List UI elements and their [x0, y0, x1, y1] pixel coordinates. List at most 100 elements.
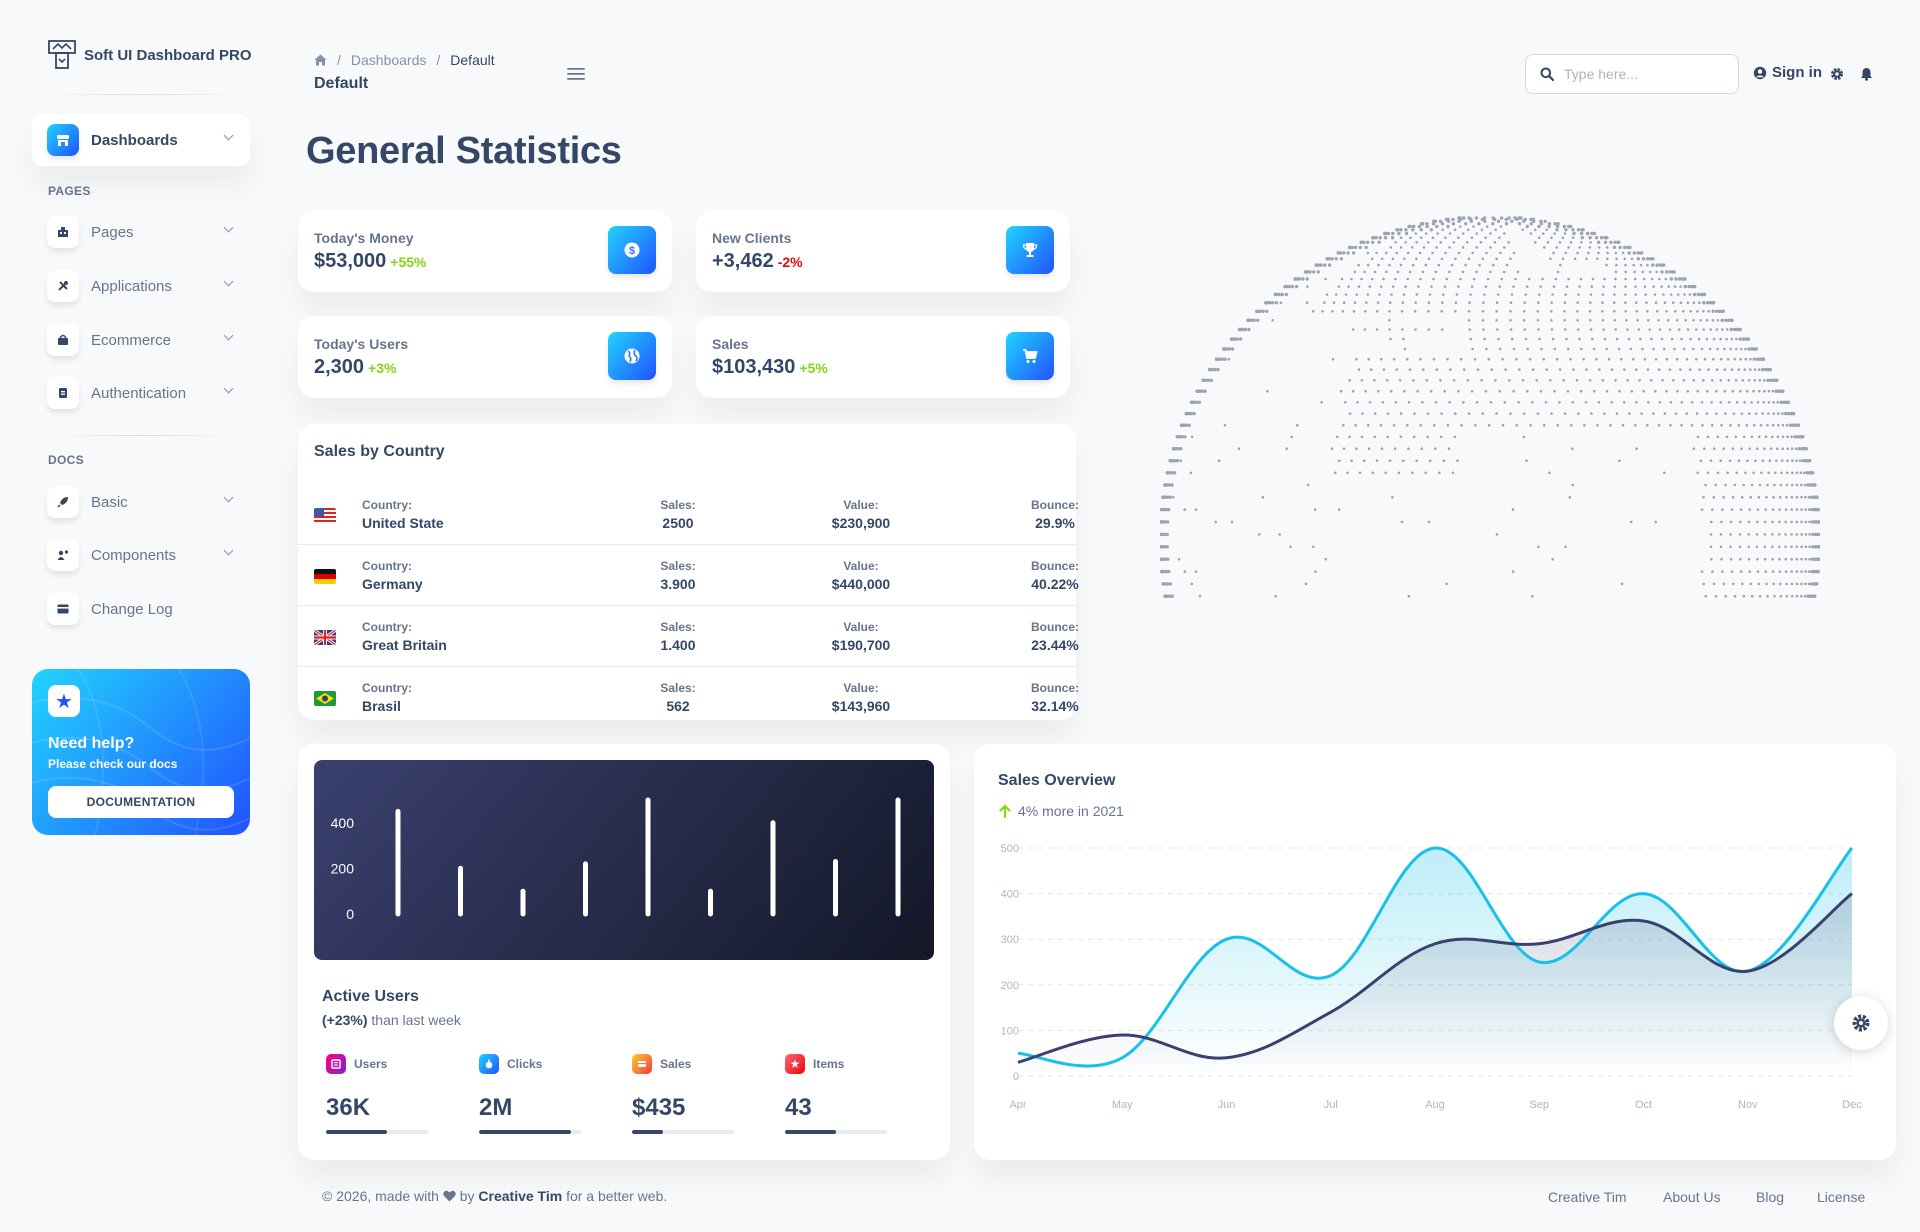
- brand[interactable]: Soft UI Dashboard PRO: [48, 40, 252, 70]
- sidebar-item-authentication[interactable]: Authentication: [32, 367, 250, 419]
- kpi-label: Users: [354, 1057, 388, 1071]
- pages-heading: PAGES: [48, 184, 91, 198]
- sidebar-item-label: Change Log: [91, 600, 173, 618]
- footer-link-license[interactable]: License: [1817, 1189, 1866, 1205]
- sidebar-item-ecommerce[interactable]: Ecommerce: [32, 314, 250, 366]
- sidebar-item-components[interactable]: Components: [32, 529, 250, 581]
- divider: [48, 94, 238, 95]
- kpi-header: Sales: [632, 1054, 762, 1074]
- sales-by-country-card: Sales by Country Country: United State Sa…: [298, 424, 1079, 720]
- document-icon: [47, 377, 79, 409]
- country-cell: Country: United State: [362, 498, 444, 531]
- footer-prefix: © 2026, made with: [322, 1188, 439, 1204]
- y-tick-label: 0: [1013, 1071, 1019, 1083]
- sidebar-item-label: Components: [91, 546, 177, 564]
- value-cell: Value: $190,700: [831, 620, 891, 653]
- cart-icon: [1006, 332, 1054, 380]
- kpi-value: 2M: [479, 1094, 513, 1121]
- clicks-icon: [479, 1054, 499, 1074]
- chevron-down-icon: [223, 276, 234, 287]
- rocket-icon: [47, 486, 79, 518]
- kpi-value: $435: [632, 1094, 686, 1121]
- chevron-down-icon: [223, 383, 234, 394]
- footer-copyright: © 2026, made with by Creative Tim for a …: [322, 1188, 667, 1204]
- gear-icon[interactable]: [1830, 67, 1844, 81]
- stat-change: +3%: [368, 360, 397, 376]
- globe-icon: [608, 332, 656, 380]
- footer-by: by: [459, 1188, 475, 1204]
- stat-value: $53,000 +55%: [314, 250, 427, 272]
- arrow-up-icon: [999, 804, 1011, 818]
- bar-chart-svg: 0 200 400: [331, 797, 901, 922]
- kpi-label: Sales: [660, 1057, 692, 1071]
- stat-card-users: Today's Users 2,300 +3%: [298, 316, 672, 398]
- sales-cell: Sales: 1.400: [660, 620, 696, 653]
- sidebar-item-change-log[interactable]: Change Log: [32, 583, 250, 635]
- kpi-value: 36K: [326, 1094, 371, 1121]
- card-subtitle: 4% more in 2021: [998, 803, 1124, 819]
- documentation-button[interactable]: DOCUMENTATION: [48, 786, 234, 818]
- basket-icon: [47, 324, 79, 356]
- divider: [48, 435, 238, 436]
- kpi-header: Users: [326, 1054, 456, 1074]
- sign-in-link[interactable]: Sign in: [1753, 64, 1822, 81]
- table-row: Country: United State Sales: 2500 Value: $2…: [298, 484, 1079, 545]
- y-tick-label: 500: [1001, 843, 1019, 855]
- sidebar-item-label: Basic: [91, 493, 128, 511]
- chevron-down-icon: [223, 545, 234, 556]
- home-icon[interactable]: [314, 54, 327, 66]
- footer-link-about-us[interactable]: About Us: [1663, 1189, 1721, 1205]
- chevron-down-icon: [223, 492, 234, 503]
- sidebar-item-dashboards[interactable]: Dashboards: [32, 114, 250, 166]
- kpi-items: Items 43: [785, 1054, 915, 1134]
- card-title: Active Users: [322, 988, 419, 1005]
- brand-logo-icon: [48, 40, 76, 69]
- card-icon: [47, 593, 79, 625]
- stat-card-money: Today's Money $53,000 +55% $: [298, 210, 672, 292]
- settings-fab[interactable]: [1834, 996, 1888, 1050]
- sign-in-label: Sign in: [1772, 64, 1822, 81]
- globe-illustration: [1160, 216, 1820, 598]
- footer-link-creative-tim[interactable]: Creative Tim: [1548, 1189, 1627, 1205]
- stat-value: +3,462 -2%: [712, 250, 803, 272]
- breadcrumb-dashboards[interactable]: Dashboards: [350, 52, 427, 68]
- chevron-down-icon: [223, 222, 234, 233]
- docs-heading: DOCS: [48, 453, 84, 467]
- card-title: Sales Overview: [998, 772, 1116, 789]
- kpi-value: 43: [785, 1094, 812, 1121]
- breadcrumb-separator: /: [337, 52, 341, 68]
- stat-change: +55%: [390, 254, 427, 270]
- kpi-clicks: Clicks 2M: [479, 1054, 609, 1134]
- table-row: Country: Germany Sales: 3.900 Value: $440,0…: [298, 545, 1079, 606]
- series-area: [1018, 893, 1852, 1076]
- sidebar-item-basic[interactable]: Basic: [32, 476, 250, 528]
- tools-icon: [47, 270, 79, 302]
- footer-link-blog[interactable]: Blog: [1756, 1189, 1785, 1205]
- country-cell: Country: Brasil: [362, 681, 412, 714]
- hamburger-icon[interactable]: [567, 67, 585, 81]
- x-tick-label: Dec: [1842, 1099, 1862, 1111]
- sidebar-item-label: Ecommerce: [91, 331, 172, 349]
- country-cell: Country: Great Britain: [362, 620, 447, 653]
- stat-value: 2,300 +3%: [314, 356, 397, 378]
- bell-icon[interactable]: [1860, 67, 1873, 81]
- card-subtitle: (+23%) than last week: [322, 1012, 461, 1028]
- y-tick-label: 200: [1001, 980, 1019, 992]
- sidebar-item-applications[interactable]: Applications: [32, 260, 250, 312]
- flag-icon: [314, 508, 336, 523]
- user-settings-icon: [47, 539, 79, 571]
- office-icon: [47, 216, 79, 248]
- search-box[interactable]: [1525, 54, 1739, 94]
- flag-icon: [314, 569, 336, 584]
- sidebar-item-label: Authentication: [91, 384, 187, 402]
- general-statistics-title: General Statistics: [306, 130, 622, 172]
- brand-name: Soft UI Dashboard PRO: [84, 46, 252, 64]
- y-tick-label: 100: [1001, 1025, 1019, 1037]
- svg-text:$: $: [629, 245, 635, 257]
- chevron-down-icon: [223, 130, 234, 141]
- search-input[interactable]: [1564, 66, 1724, 82]
- page-title: Default: [314, 75, 369, 92]
- flag-icon: [314, 691, 336, 706]
- sidebar-item-pages[interactable]: Pages: [32, 206, 250, 258]
- footer-author-link[interactable]: Creative Tim: [478, 1188, 563, 1204]
